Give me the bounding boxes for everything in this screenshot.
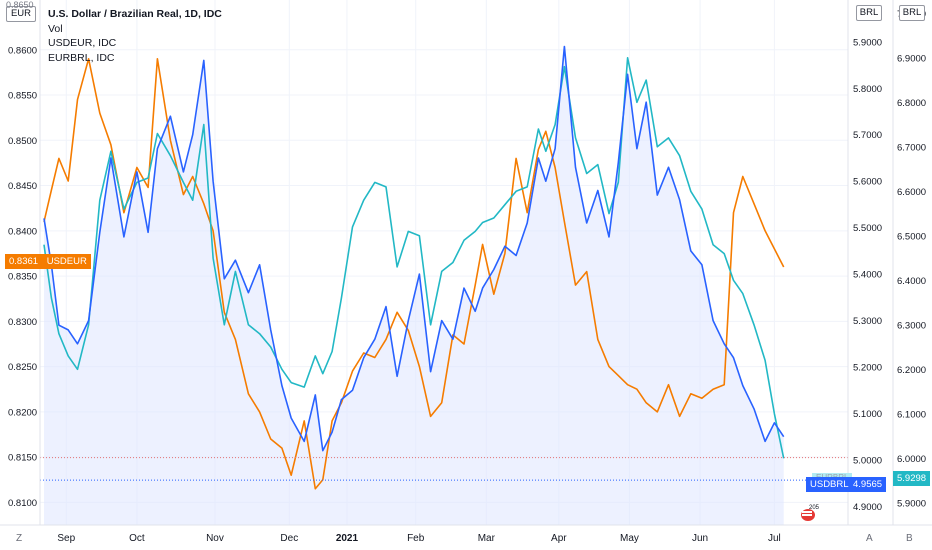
right1-tick-label: 5.1000: [853, 409, 882, 420]
left-tick-label: 0.8250: [8, 362, 37, 373]
time-tick-label: Feb: [407, 533, 425, 544]
time-tick-label: Sep: [57, 533, 75, 544]
right2-tick-label: 6.1000: [897, 409, 926, 420]
usdbrl-area-fill: [44, 46, 784, 525]
right2-tick-label: 6.2000: [897, 365, 926, 376]
zoom-reset-button[interactable]: Z: [16, 533, 23, 544]
right1-tick-label: 5.7000: [853, 130, 882, 141]
eurbrl-price-tag: 5.9298: [893, 471, 931, 486]
time-tick-label: Mar: [478, 533, 496, 544]
right2-tick-label: 6.5000: [897, 231, 926, 242]
right2-tick-label: 6.9000: [897, 53, 926, 64]
chart-legend: U.S. Dollar / Brazilian Real, 1D, IDC Vo…: [48, 7, 222, 65]
time-tick-label: May: [620, 533, 639, 544]
left-tick-label: 0.8550: [8, 91, 37, 102]
right2-tick-label: 6.3000: [897, 320, 926, 331]
right1-tick-label: 4.9000: [853, 502, 882, 513]
right-axis-2-unit-box[interactable]: BRL: [899, 5, 925, 21]
left-tick-label: 0.8450: [8, 181, 37, 192]
time-tick-label: 2021: [336, 533, 359, 544]
usdbrl-name-tag: USDBRL: [806, 477, 853, 492]
usdeur-value: 0.8361: [9, 256, 39, 267]
series-line-usdbrl: [43, 45, 785, 452]
right2-tick-label: 6.0000: [897, 454, 926, 465]
time-tick-label: Jun: [692, 533, 708, 544]
time-axis[interactable]: Sep Oct Nov Dec 2021 Feb Mar Apr May Jun Jul: [57, 533, 780, 544]
right2-tick-label: 6.8000: [897, 98, 926, 109]
bottom-toolbar: Z A B: [0, 530, 932, 550]
auto-scale-button[interactable]: A: [866, 533, 873, 544]
right-price-axis-2[interactable]: 7.00006.90006.80006.70006.60006.50006.40…: [897, 9, 926, 509]
right1-tick-label: 5.8000: [853, 84, 882, 95]
events-flag-icon[interactable]: 205: [800, 505, 822, 522]
usdeur-price-tag: 0.8361 USDEUR: [5, 254, 91, 269]
right1-tick-label: 5.5000: [853, 223, 882, 234]
legend-vol[interactable]: Vol: [48, 22, 63, 35]
left-tick-label: 0.8400: [8, 226, 37, 237]
right2-tick-label: 6.6000: [897, 187, 926, 198]
right1-tick-label: 5.2000: [853, 363, 882, 374]
usdeur-label: USDEUR: [46, 256, 87, 267]
left-tick-label: 0.8150: [8, 453, 37, 464]
right2-tick-label: 5.9000: [897, 498, 926, 509]
left-tick-label: 0.8350: [8, 272, 37, 283]
right1-tick-label: 5.0000: [853, 455, 882, 466]
right-price-axis-1[interactable]: 5.9000 5.8000 5.7000 5.6000 5.5000 5.4000 5.30…: [853, 37, 882, 513]
left-price-axis[interactable]: 0.8600 0.8550 0.8500 0.8450 0.8400 0.8350 0.83…: [8, 45, 37, 509]
left-tick-label: 0.8100: [8, 498, 37, 509]
right1-tick-label: 5.6000: [853, 177, 882, 188]
right1-tick-label: 5.9000: [853, 37, 882, 48]
left-tick-label: 0.8200: [8, 407, 37, 418]
time-tick-label: Apr: [551, 533, 567, 544]
legend-usdeur[interactable]: USDEUR, IDC: [48, 37, 117, 49]
right2-tick-label: 6.7000: [897, 142, 926, 153]
b-button[interactable]: B: [906, 533, 913, 544]
right1-tick-label: 5.4000: [853, 270, 882, 281]
time-tick-label: Dec: [280, 533, 298, 544]
symbol-title[interactable]: U.S. Dollar / Brazilian Real, 1D, IDC: [48, 8, 222, 20]
right-axis-1-unit-box[interactable]: BRL: [856, 5, 882, 21]
series-line-eurbrl: [43, 57, 785, 459]
left-tick-label: 0.8300: [8, 317, 37, 328]
left-axis-unit-box[interactable]: EUR: [6, 6, 36, 22]
left-tick-label: 0.8500: [8, 136, 37, 147]
time-tick-label: Oct: [129, 533, 145, 544]
time-tick-label: Jul: [768, 533, 781, 544]
time-tick-label: Nov: [206, 533, 224, 544]
left-axis-top-label: 0.8650: [6, 0, 34, 10]
legend-eurbrl[interactable]: EURBRL, IDC: [48, 51, 115, 64]
right1-tick-label: 5.3000: [853, 316, 882, 327]
left-tick-label: 0.8600: [8, 45, 37, 56]
right2-tick-label: 6.4000: [897, 276, 926, 287]
usdbrl-price-tag: 4.9565: [849, 477, 887, 492]
series-line-usdeur: [43, 58, 785, 490]
series-layer: [43, 45, 785, 490]
